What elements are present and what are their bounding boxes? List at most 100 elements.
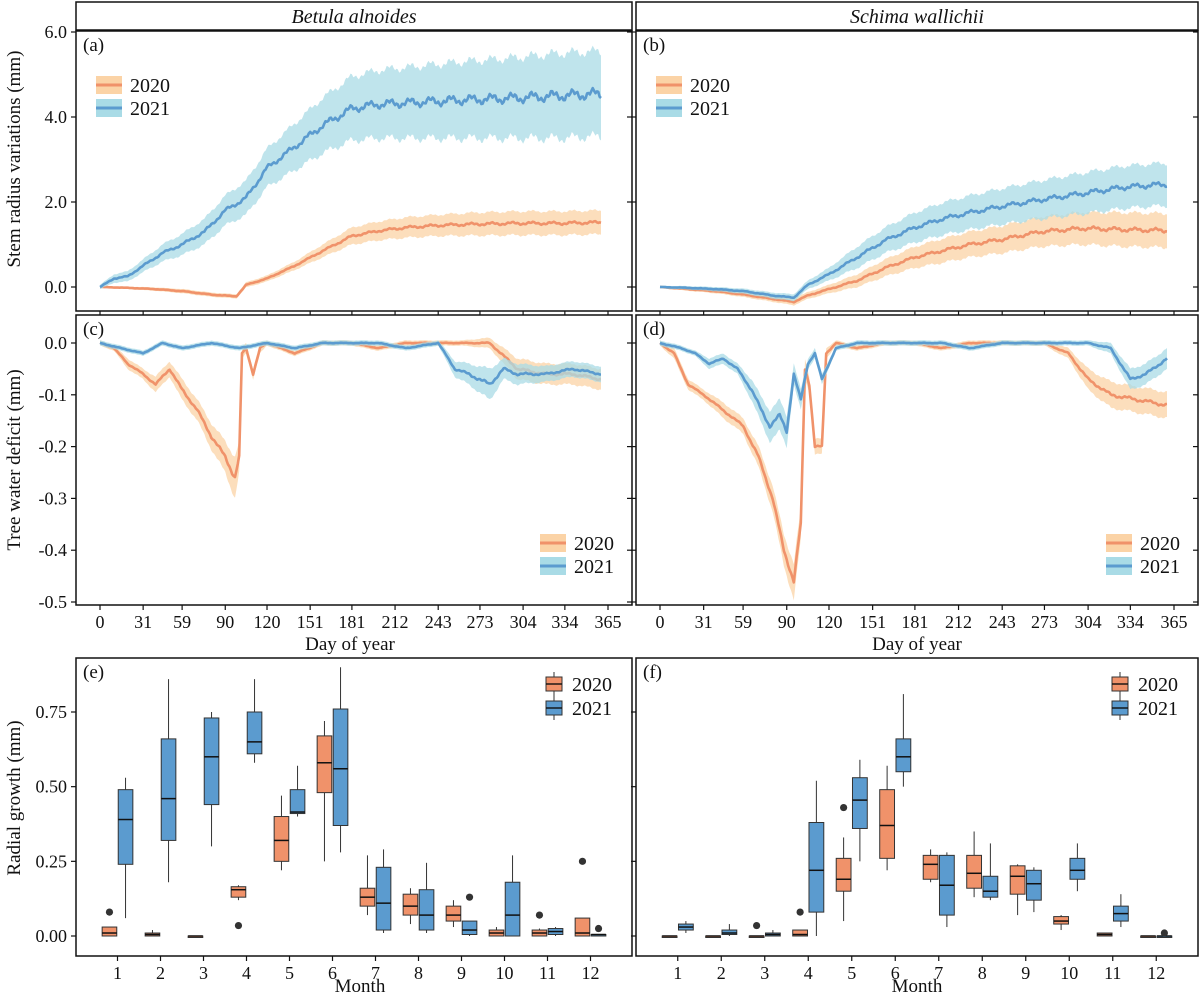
x-tick-label: 5 bbox=[847, 963, 856, 983]
x-tick-label: 10 bbox=[496, 963, 514, 983]
box-body bbox=[982, 875, 999, 898]
outlier-point bbox=[105, 908, 114, 916]
box-body bbox=[1009, 865, 1026, 895]
panel-frame bbox=[75, 314, 633, 606]
box-2020-month-11 bbox=[531, 911, 548, 937]
box-body bbox=[402, 893, 419, 916]
box-body bbox=[203, 717, 220, 806]
y-axis-label-twd: Tree water deficit (mm) bbox=[4, 369, 25, 550]
box-2021-month-8 bbox=[982, 843, 999, 901]
box-2021-month-8 bbox=[418, 862, 435, 934]
series-line-2021 bbox=[659, 181, 1168, 299]
ribbon-2021 bbox=[660, 340, 1167, 449]
box-body bbox=[1025, 869, 1042, 901]
box-2020-month-11 bbox=[1096, 932, 1113, 937]
box-2020-month-4 bbox=[792, 908, 809, 937]
panel-frame bbox=[635, 314, 1199, 606]
x-tick-label: 1 bbox=[113, 963, 122, 983]
panel-letter: (a) bbox=[83, 35, 104, 56]
box-2020-month-4 bbox=[230, 885, 247, 930]
ribbon-2021 bbox=[660, 161, 1167, 302]
outlier-point bbox=[465, 893, 474, 901]
legend-label-2020: 2020 bbox=[130, 75, 170, 97]
box-2021-month-5 bbox=[289, 765, 306, 817]
box-2020-month-9 bbox=[1009, 864, 1026, 916]
box-body bbox=[418, 889, 435, 931]
box-body bbox=[879, 789, 896, 859]
x-tick-label: 0 bbox=[96, 612, 105, 632]
x-tick-label: 273 bbox=[1031, 612, 1058, 632]
box-2020-month-10 bbox=[1053, 915, 1070, 931]
legend-label-2021: 2021 bbox=[574, 556, 614, 578]
x-tick-label: 31 bbox=[695, 612, 713, 632]
box-2021-month-1 bbox=[677, 921, 694, 934]
box-2020-month-6 bbox=[316, 720, 333, 862]
x-tick-label: 10 bbox=[1060, 963, 1078, 983]
x-tick-label: 273 bbox=[466, 612, 493, 632]
box-body bbox=[160, 738, 177, 841]
box-2021-month-7 bbox=[938, 852, 955, 928]
chart-panels: (a)0.02.04.06.020202021(b)20202021(c)0.0… bbox=[36, 22, 1199, 983]
box-2021-month-10 bbox=[504, 855, 521, 937]
panel-frame bbox=[635, 30, 1199, 312]
box-body bbox=[273, 816, 290, 862]
box-2020-month-1 bbox=[661, 935, 678, 938]
box-2020-month-7 bbox=[922, 849, 939, 883]
box-2021-month-3 bbox=[203, 712, 220, 847]
outlier-point bbox=[1160, 929, 1168, 937]
panel-frame bbox=[75, 30, 633, 312]
box-2021-month-12 bbox=[1156, 929, 1173, 938]
box-2021-month-1 bbox=[117, 777, 134, 919]
box-2020-month-3 bbox=[748, 921, 765, 938]
box-2021-month-5 bbox=[851, 759, 868, 862]
legend-label-2021: 2021 bbox=[690, 98, 730, 120]
box-body bbox=[316, 735, 333, 794]
ribbon-2020 bbox=[660, 340, 1167, 601]
x-tick-label: 304 bbox=[510, 612, 537, 632]
y-tick-label: 0.25 bbox=[36, 851, 68, 871]
box-2020-month-12 bbox=[574, 857, 591, 937]
y-tick-label: -0.3 bbox=[39, 488, 68, 508]
x-tick-label: 212 bbox=[945, 612, 972, 632]
legend-label-2021: 2021 bbox=[1140, 556, 1180, 578]
outlier-point bbox=[535, 911, 544, 919]
box-2020-month-3 bbox=[187, 935, 204, 938]
y-tick-label: 6.0 bbox=[45, 22, 68, 42]
x-axis-label-month-left: Month bbox=[335, 976, 386, 997]
series-line-2020 bbox=[100, 219, 602, 298]
y-tick-label: 0.50 bbox=[36, 777, 68, 797]
outlier-point bbox=[840, 803, 848, 812]
x-tick-label: 365 bbox=[595, 612, 622, 632]
box-2021-month-3 bbox=[764, 930, 781, 937]
box-2020-month-8 bbox=[402, 888, 419, 925]
box-2020-month-8 bbox=[966, 831, 983, 898]
x-tick-label: 12 bbox=[582, 963, 600, 983]
legend-label-2021: 2021 bbox=[1138, 698, 1178, 720]
box-body bbox=[101, 926, 118, 937]
x-axis-label-doy-left: Day of year bbox=[305, 634, 395, 655]
ribbon-2020 bbox=[100, 337, 601, 498]
x-axis-label-doy-right: Day of year bbox=[872, 634, 962, 655]
x-tick-label: 8 bbox=[414, 963, 423, 983]
box-body bbox=[1069, 857, 1086, 880]
series-line-2020 bbox=[660, 225, 1168, 304]
box-2021-month-9 bbox=[1025, 867, 1042, 913]
y-tick-label: 0.0 bbox=[45, 333, 68, 353]
y-tick-label: 0.00 bbox=[36, 926, 68, 946]
x-tick-label: 3 bbox=[199, 963, 208, 983]
x-tick-label: 181 bbox=[338, 612, 365, 632]
ribbon-2021 bbox=[100, 340, 601, 399]
panel-frame bbox=[635, 657, 1199, 957]
x-tick-label: 11 bbox=[539, 963, 556, 983]
panel-frame bbox=[75, 657, 633, 957]
box-2021-month-12 bbox=[590, 924, 607, 937]
ribbon-2021 bbox=[100, 45, 601, 290]
box-2020-month-2 bbox=[705, 935, 722, 938]
panel-e: (e)0.000.250.500.751 2 3 4 5 6 7 8 9 10 11 12202020… bbox=[36, 657, 633, 983]
series-line-2021 bbox=[659, 341, 1168, 435]
y-axis-label-srv: Stem radius variations (mm) bbox=[4, 51, 25, 268]
x-tick-label: 243 bbox=[989, 612, 1016, 632]
box-2020-month-7 bbox=[359, 855, 376, 916]
